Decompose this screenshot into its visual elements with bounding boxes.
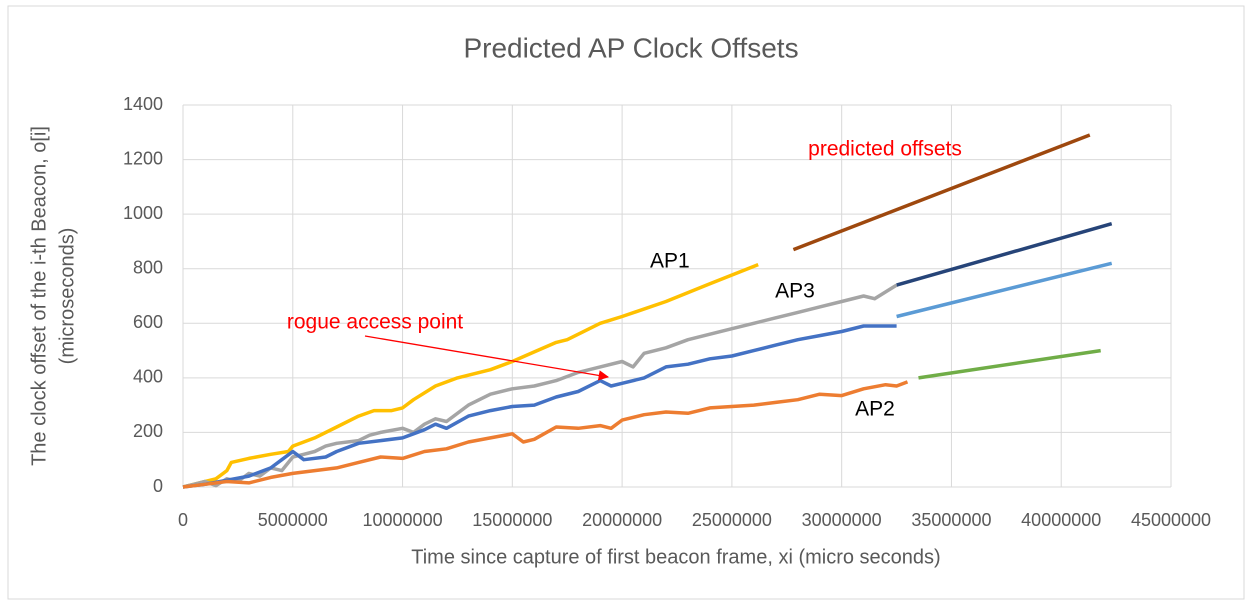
y-tick-label: 1000 xyxy=(123,203,163,223)
plot xyxy=(182,133,1113,489)
series-line xyxy=(182,262,759,489)
y-tick-label: 400 xyxy=(133,367,163,387)
series-line xyxy=(792,133,1091,252)
series-line xyxy=(896,222,1113,287)
x-tick-label: 5000000 xyxy=(258,510,328,530)
grid xyxy=(182,104,1172,488)
x-tick-label: 45000000 xyxy=(1131,510,1211,530)
annotation: AP2 xyxy=(855,398,895,421)
x-tick-label: 15000000 xyxy=(472,510,552,530)
series-line xyxy=(182,324,897,489)
y-tick-label: 600 xyxy=(133,312,163,332)
x-axis-label: Time since capture of first beacon frame… xyxy=(411,546,940,568)
y-tick-label: 1400 xyxy=(123,94,163,114)
x-tick-label: 10000000 xyxy=(363,510,443,530)
y-tick-label: 800 xyxy=(133,257,163,277)
y-tick-label: 1200 xyxy=(123,148,163,168)
series-line xyxy=(918,348,1101,380)
x-tick-label: 20000000 xyxy=(582,510,662,530)
y-axis-label: (microseconds) xyxy=(56,228,78,365)
series-line xyxy=(182,283,898,489)
annotation: predicted offsets xyxy=(808,138,962,161)
x-tick-label: 30000000 xyxy=(802,510,882,530)
x-tick-label: 40000000 xyxy=(1021,510,1101,530)
x-tick-label: 35000000 xyxy=(911,510,991,530)
annotation: AP1 xyxy=(650,250,690,273)
series-line xyxy=(896,261,1113,319)
x-tick-label: 0 xyxy=(178,510,188,530)
annotation: rogue access point xyxy=(287,311,463,334)
y-tick-label: 0 xyxy=(153,476,163,496)
x-tick-label: 25000000 xyxy=(692,510,772,530)
annotation: AP3 xyxy=(775,280,815,303)
y-tick-label: 200 xyxy=(133,421,163,441)
chart-title: Predicted AP Clock Offsets xyxy=(463,32,798,63)
series-line xyxy=(182,380,909,489)
y-axis-label: The clock offset of the i-th Beacon, o[i… xyxy=(28,126,50,466)
annotation-arrow xyxy=(364,335,610,381)
